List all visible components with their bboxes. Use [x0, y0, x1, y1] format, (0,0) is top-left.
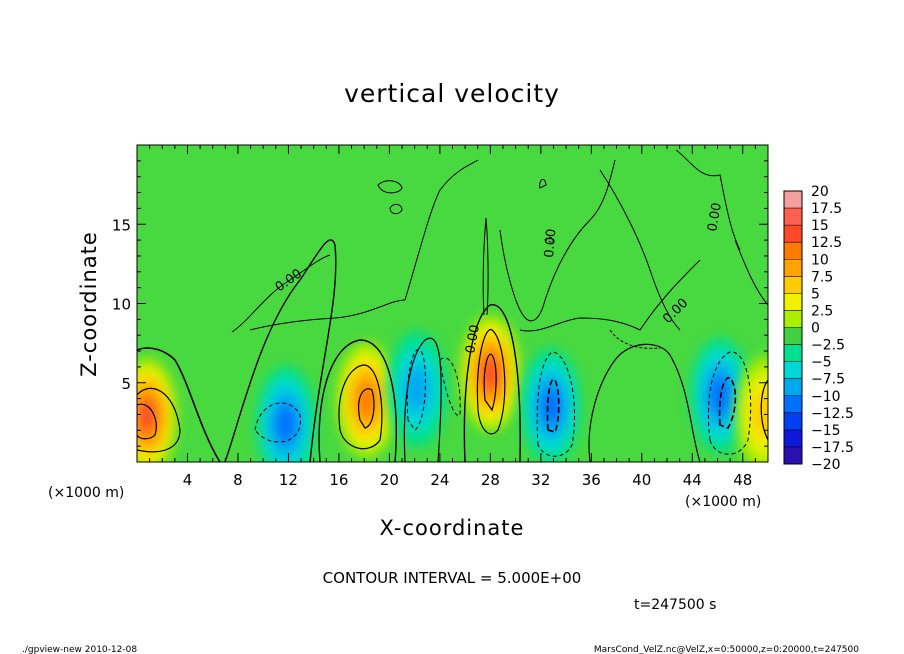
x-axis-title: X-coordinate — [380, 516, 525, 540]
x-unit-right: (×1000 m) — [685, 494, 761, 510]
colorbar-label: 2.5 — [811, 303, 833, 319]
plot-area: 0.000.000.000.000.00 4 8 12 16 20 24 28 32 36 40 4… — [112, 144, 769, 489]
colorbar-swatch — [784, 361, 802, 380]
colorbar-swatch — [784, 429, 802, 448]
colorbar-label: 5 — [811, 286, 820, 302]
colorbar-label: −15 — [811, 423, 841, 439]
colorbar-label: 20 — [811, 184, 829, 200]
colorbar-label: −7.5 — [811, 372, 845, 388]
colorbar-label: 10 — [811, 252, 829, 268]
contour-labels: 0.000.000.000.000.00 — [273, 202, 725, 355]
colorbar-swatch — [784, 208, 802, 226]
contour-label: 0.00 — [705, 202, 725, 233]
colorbar-swatch — [784, 412, 802, 431]
x-unit-left: (×1000 m) — [48, 485, 124, 501]
x-tick-label: 24 — [430, 471, 449, 489]
colorbar-label: −12.5 — [811, 406, 854, 422]
chart-title: vertical velocity — [344, 79, 560, 108]
x-tick-label: 40 — [632, 471, 651, 489]
colorbar-swatch — [784, 293, 802, 311]
colorbar-label: 17.5 — [811, 201, 842, 217]
colorbar-label: −10 — [811, 389, 841, 405]
x-tick-label: 8 — [233, 471, 243, 489]
colorbar-label: 0 — [811, 321, 820, 337]
colorbar-label: −17.5 — [811, 440, 854, 456]
y-axis-title: Z-coordinate — [77, 231, 101, 377]
time-label: t=247500 s — [634, 597, 716, 613]
velocity-cell — [520, 348, 581, 462]
velocity-cell — [387, 331, 448, 448]
velocity-cell — [255, 365, 316, 462]
colorbar-swatch — [784, 259, 802, 277]
colorbar-swatch — [784, 276, 802, 294]
y-axis-ticks: 5 10 15 — [112, 144, 768, 463]
colorbar-swatch — [784, 225, 802, 243]
contour-interval: CONTOUR INTERVAL = 5.000E+00 — [323, 569, 582, 587]
colorbar-swatch — [784, 344, 802, 363]
colorbar-label: 7.5 — [811, 269, 833, 285]
x-tick-label: 16 — [329, 471, 348, 489]
x-tick-label: 12 — [279, 471, 298, 489]
y-tick-label: 5 — [121, 375, 131, 393]
footer-right: MarsCond_VelZ.nc@VelZ,x=0:50000,z=0:2000… — [594, 645, 859, 654]
colorbar-swatch — [784, 242, 802, 260]
contour-label: 0.00 — [463, 324, 483, 355]
colorbar-label: 15 — [811, 218, 829, 234]
colorbar-swatch — [784, 378, 802, 397]
x-tick-label: 32 — [531, 471, 550, 489]
velocity-features — [137, 315, 768, 462]
colorbar-swatch — [784, 310, 802, 328]
colorbar-swatch — [784, 395, 802, 414]
x-tick-label: 36 — [582, 471, 601, 489]
x-tick-label: 44 — [683, 471, 702, 489]
footer-left: ./gpview-new 2010-12-08 — [22, 645, 137, 654]
colorbar-label: 12.5 — [811, 235, 842, 251]
colorbar-swatch — [784, 327, 802, 346]
x-tick-label: 48 — [733, 471, 752, 489]
x-tick-label: 28 — [481, 471, 500, 489]
x-tick-label: 20 — [380, 471, 399, 489]
x-tick-label: 4 — [183, 471, 193, 489]
colorbar-label: −2.5 — [811, 338, 845, 354]
x-axis-ticks: 4 8 12 16 20 24 28 32 36 40 44 48 — [136, 145, 769, 489]
y-tick-label: 10 — [112, 296, 131, 314]
contour-lines — [137, 149, 768, 462]
colorbar-label: −5 — [811, 355, 832, 371]
colorbar-label: −20 — [811, 457, 841, 473]
colorbar-swatch — [784, 191, 802, 209]
colorbar-swatch — [784, 446, 802, 465]
contour-label: 0.00 — [542, 228, 559, 258]
y-tick-label: 15 — [112, 216, 131, 234]
